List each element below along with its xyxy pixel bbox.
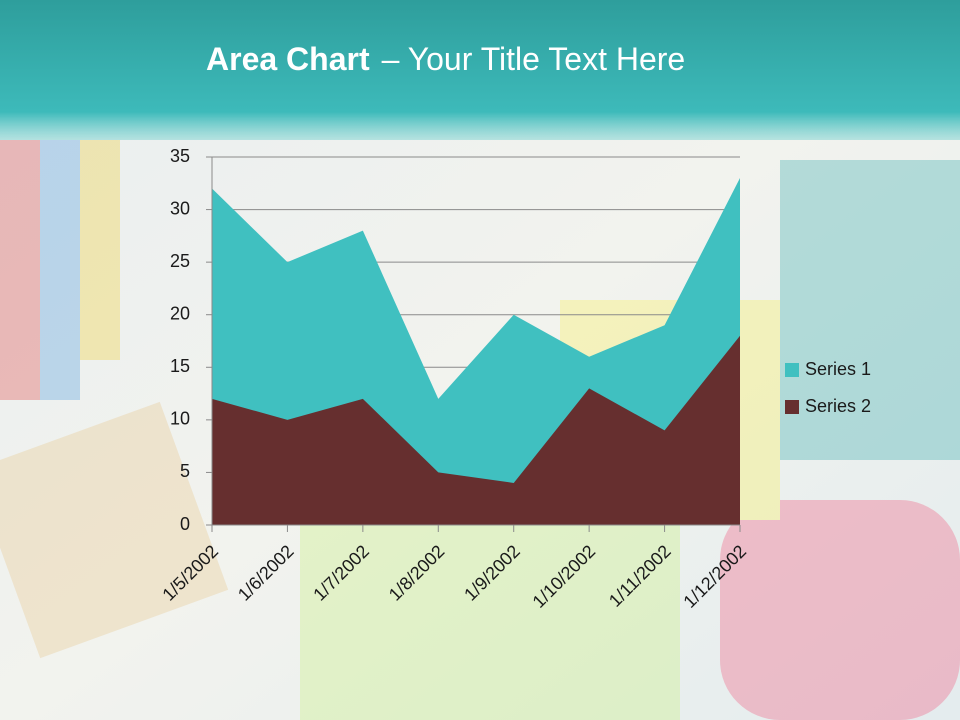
title-bold: Area Chart: [206, 41, 370, 77]
y-tick-label: 35: [170, 146, 190, 166]
title-rest: – Your Title Text Here: [382, 41, 686, 77]
y-tick-label: 30: [170, 198, 190, 218]
legend-swatch: [785, 363, 799, 377]
legend-swatch: [785, 400, 799, 414]
y-tick-label: 15: [170, 356, 190, 376]
area: [212, 335, 740, 525]
y-tick-label: 5: [180, 461, 190, 481]
title-band: [0, 0, 960, 140]
legend-label: Series 1: [805, 359, 871, 379]
y-tick-label: 25: [170, 251, 190, 271]
y-tick-label: 10: [170, 409, 190, 429]
legend-label: Series 2: [805, 396, 871, 416]
y-tick-label: 0: [180, 514, 190, 534]
chart-title: Area Chart – Your Title Text Here: [206, 41, 685, 77]
y-tick-label: 20: [170, 303, 190, 323]
